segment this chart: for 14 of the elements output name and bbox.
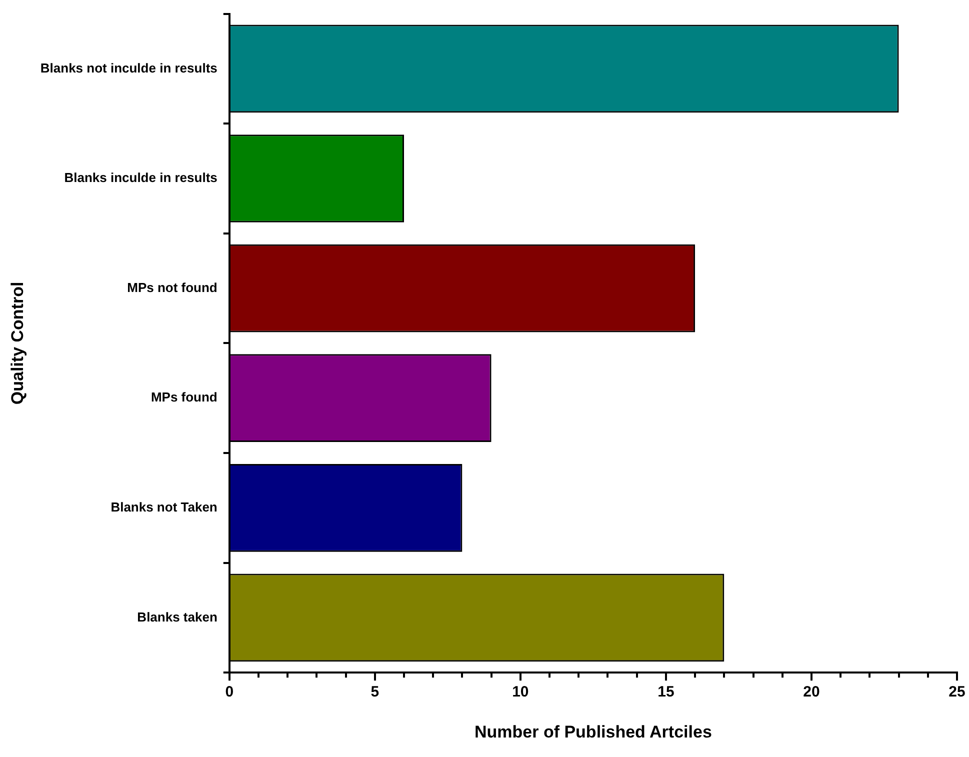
y-tick-label: MPs found xyxy=(150,390,218,405)
y-axis-title: Quality Control xyxy=(8,282,27,405)
x-tick-label: 15 xyxy=(658,684,674,701)
x-tick-label: 25 xyxy=(948,684,966,701)
x-tick-label: 5 xyxy=(370,684,380,701)
x-tick-label: 20 xyxy=(803,684,820,701)
y-tick-label: Blanks inculde in results xyxy=(64,170,218,186)
x-tick-label: 10 xyxy=(512,684,529,701)
y-tick-label: Blanks not inculde in results xyxy=(40,60,218,76)
y-tick-label: Blanks taken xyxy=(137,609,218,624)
x-tick-label: 0 xyxy=(225,684,234,701)
y-tick-label: Blanks not Taken xyxy=(110,499,218,514)
y-tick-label: MPs not found xyxy=(127,280,218,295)
x-axis-title: Number of Published Artciles xyxy=(474,722,712,742)
